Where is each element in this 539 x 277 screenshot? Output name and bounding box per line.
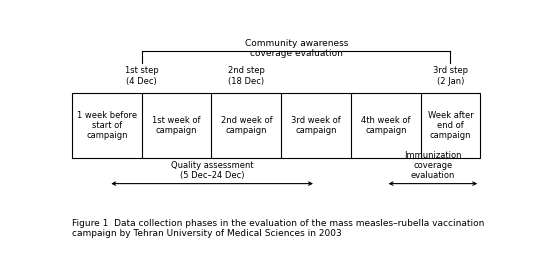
Text: 3rd step
(2 Jan): 3rd step (2 Jan) [433, 66, 468, 86]
Text: 1st week of
campaign: 1st week of campaign [153, 116, 201, 135]
Text: Community awareness
coverage evaluation: Community awareness coverage evaluation [245, 39, 348, 58]
Text: Week after
end of
campaign: Week after end of campaign [427, 111, 473, 140]
Text: Figure 1  Data collection phases in the evaluation of the mass measles–rubella v: Figure 1 Data collection phases in the e… [72, 219, 485, 238]
Text: 2nd week of
campaign: 2nd week of campaign [220, 116, 272, 135]
Text: 1 week before
start of
campaign: 1 week before start of campaign [77, 111, 137, 140]
Text: 1st step
(4 Dec): 1st step (4 Dec) [125, 66, 158, 86]
Text: 4th week of
campaign: 4th week of campaign [361, 116, 411, 135]
Text: Quality assessment
(5 Dec–24 Dec): Quality assessment (5 Dec–24 Dec) [171, 161, 254, 180]
Text: 2nd step
(18 Dec): 2nd step (18 Dec) [227, 66, 265, 86]
Text: 3rd week of
campaign: 3rd week of campaign [291, 116, 341, 135]
Text: Immunization
coverage
evaluation: Immunization coverage evaluation [404, 151, 461, 180]
